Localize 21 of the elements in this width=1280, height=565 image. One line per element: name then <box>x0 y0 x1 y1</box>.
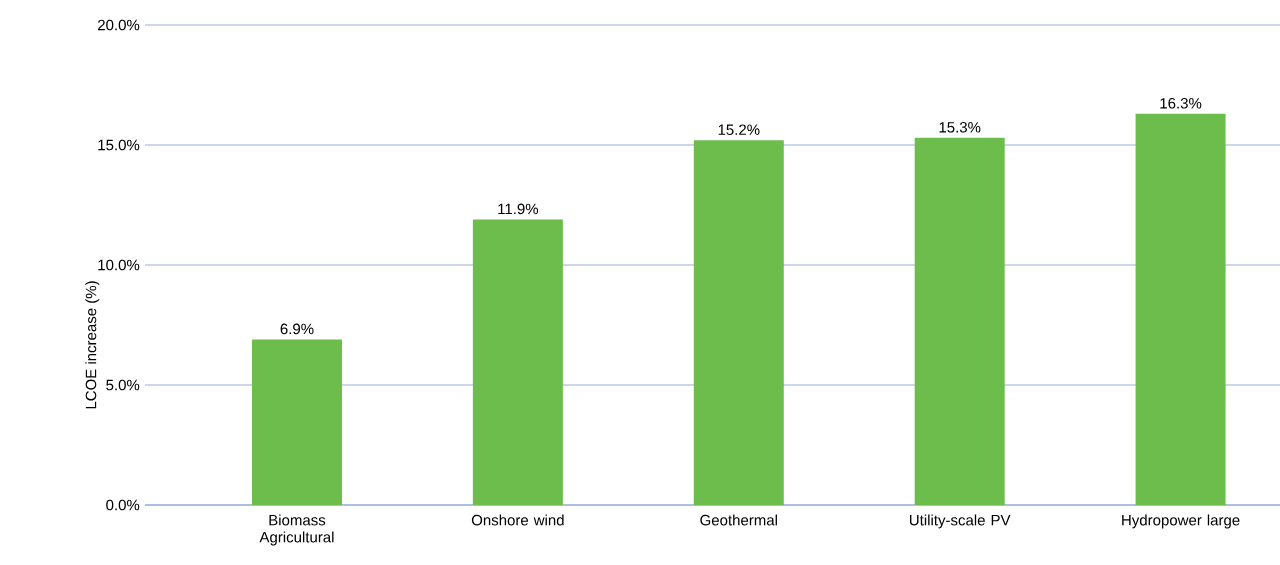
y-axis-title: LCOE increase (%) <box>85 281 100 409</box>
data-label: 6.9% <box>280 323 314 335</box>
x-tick-label: Onshore wind <box>471 514 564 526</box>
bar <box>251 339 342 505</box>
y-tick-label: 10.0% <box>98 259 140 271</box>
bar <box>693 140 784 505</box>
x-tick-label: Geothermal <box>700 514 777 526</box>
data-label: 15.3% <box>939 121 981 133</box>
bar <box>472 219 563 505</box>
data-label: 15.2% <box>718 124 760 135</box>
data-label: 11.9% <box>498 203 539 215</box>
x-tick-label: Hydropower large <box>1122 514 1240 529</box>
y-tick-label: 5.0% <box>106 379 140 391</box>
y-tick-label: 15.0% <box>98 139 140 151</box>
y-tick-label: 0.0% <box>106 499 140 511</box>
y-tick-label: 20.0% <box>98 19 140 31</box>
x-tick-label: Utility-scale PV <box>909 514 1011 529</box>
bar <box>914 137 1005 505</box>
data-label: 16.3% <box>1160 97 1202 109</box>
x-tick-label: Biomass Agricultural <box>259 514 334 546</box>
bar <box>1135 113 1226 505</box>
